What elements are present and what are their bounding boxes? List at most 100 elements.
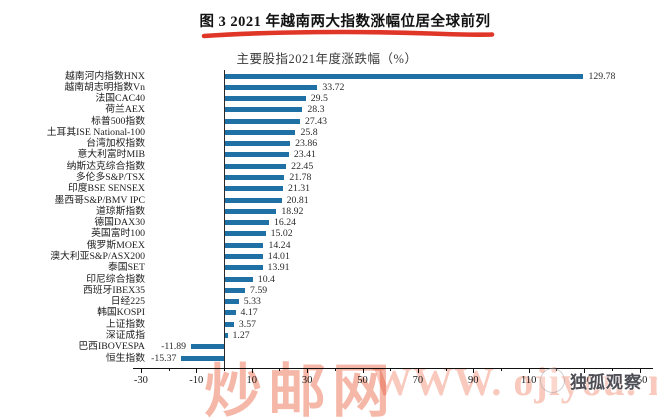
x-axis-major-tick bbox=[140, 368, 142, 373]
value-label: 22.45 bbox=[291, 160, 314, 172]
bar bbox=[224, 84, 318, 90]
x-axis-tick-label: -10 bbox=[189, 375, 204, 386]
value-label: 23.86 bbox=[295, 138, 318, 150]
bar bbox=[224, 186, 284, 192]
category-label: 越南胡志明指数Vn bbox=[64, 81, 145, 93]
category-label: 印尼综合指数 bbox=[86, 273, 145, 285]
bar bbox=[224, 141, 291, 147]
x-axis-tick-label: 90 bbox=[468, 375, 479, 386]
value-label: 16.24 bbox=[273, 217, 297, 229]
x-axis-minor-tick bbox=[224, 368, 225, 371]
value-label: 29.5 bbox=[310, 93, 328, 105]
bar bbox=[224, 129, 296, 135]
category-label: 越南河内指数HNX bbox=[64, 70, 145, 82]
category-label: 土耳其ISE National-100 bbox=[46, 126, 145, 138]
bar bbox=[224, 208, 277, 214]
category-label: 澳大利亚S&P/ASX200 bbox=[50, 250, 145, 262]
bar bbox=[224, 332, 228, 338]
x-axis-tick-label: 130 bbox=[576, 375, 592, 386]
logo-text: 独孤观察 bbox=[570, 373, 642, 392]
bar bbox=[224, 265, 263, 271]
watermark-chinese: 炒邮网 bbox=[204, 359, 397, 419]
x-axis-major-tick bbox=[251, 368, 253, 373]
bar bbox=[224, 73, 584, 79]
value-label: 15.02 bbox=[270, 228, 293, 240]
value-label: 21.78 bbox=[289, 172, 312, 184]
bar bbox=[224, 118, 300, 124]
category-label: 西班牙IBEX35 bbox=[82, 284, 145, 296]
x-axis-tick-label: 110 bbox=[521, 375, 537, 386]
category-label: 台湾加权指数 bbox=[86, 138, 145, 150]
x-axis-tick-label: -30 bbox=[133, 375, 148, 386]
x-axis-major-tick bbox=[307, 368, 309, 373]
x-axis-tick-label: 70 bbox=[412, 375, 424, 386]
x-axis-minor-tick bbox=[334, 368, 336, 371]
value-label: 25.8 bbox=[300, 126, 318, 138]
bar bbox=[224, 299, 239, 305]
x-axis-minor-tick bbox=[168, 368, 170, 371]
value-label: 4.17 bbox=[240, 307, 258, 319]
red-marker-underline bbox=[201, 29, 495, 39]
value-label: 23.41 bbox=[293, 149, 316, 161]
value-label: 7.59 bbox=[250, 284, 268, 296]
category-label: 纳斯达克综合指数 bbox=[66, 160, 145, 172]
bar bbox=[224, 276, 253, 282]
bar bbox=[224, 242, 264, 248]
value-label: 5.33 bbox=[243, 296, 261, 308]
x-axis-major-tick bbox=[639, 368, 641, 373]
figure-title: 图 3 2021 年越南两大指数涨幅位居全球前列 bbox=[199, 14, 491, 30]
category-label: 意大利富时MIB bbox=[77, 149, 146, 161]
bar bbox=[224, 287, 246, 293]
x-axis-tick-label: 30 bbox=[301, 375, 313, 386]
value-label: -15.37 bbox=[151, 352, 177, 364]
value-label: 14.01 bbox=[267, 250, 290, 262]
x-axis-minor-tick bbox=[501, 368, 502, 371]
x-axis-major-tick bbox=[362, 368, 364, 373]
x-axis-major-tick bbox=[196, 368, 198, 373]
value-label: 14.24 bbox=[268, 239, 291, 251]
category-label: 荷兰AEX bbox=[105, 104, 145, 116]
value-label: 20.81 bbox=[286, 194, 309, 206]
category-label: 法国CAC40 bbox=[95, 93, 145, 105]
category-label: 韩国KOSPI bbox=[97, 307, 145, 319]
x-axis-line bbox=[132, 368, 654, 370]
bar bbox=[224, 310, 236, 316]
category-label: 日经225 bbox=[110, 296, 145, 308]
category-label: 道琼斯指数 bbox=[96, 205, 145, 217]
category-label: 巴西IBOVESPA bbox=[78, 341, 145, 353]
bar bbox=[224, 96, 306, 102]
bar bbox=[191, 344, 224, 350]
x-axis-minor-tick bbox=[390, 368, 392, 371]
value-label: 18.92 bbox=[281, 205, 304, 217]
bar bbox=[224, 231, 266, 237]
value-label: 13.91 bbox=[267, 262, 290, 274]
category-label: 恒生指数 bbox=[105, 352, 145, 364]
bar bbox=[224, 163, 287, 169]
category-label: 墨西哥S&P/BMV IPC bbox=[54, 194, 145, 206]
category-label: 德国DAX30 bbox=[94, 217, 145, 229]
category-label: 标普500指数 bbox=[91, 115, 145, 127]
value-label: 27.43 bbox=[304, 115, 328, 127]
category-label: 俄罗斯MOEX bbox=[86, 239, 145, 251]
bar bbox=[224, 107, 303, 113]
value-label: 3.57 bbox=[238, 318, 257, 330]
value-label: -11.89 bbox=[161, 341, 187, 353]
x-axis-tick-label: 150 bbox=[631, 375, 648, 386]
category-label: 印度BSE SENSEX bbox=[67, 183, 145, 195]
category-label: 上证指数 bbox=[105, 318, 145, 330]
x-axis-minor-tick bbox=[445, 368, 447, 371]
publisher-logo: 独孤观察 bbox=[540, 368, 642, 393]
bar bbox=[224, 321, 234, 327]
value-label: 1.27 bbox=[232, 329, 250, 341]
x-axis-major-tick bbox=[473, 368, 475, 373]
x-axis-minor-tick bbox=[279, 368, 281, 371]
bar bbox=[224, 253, 263, 259]
x-axis-major-tick bbox=[417, 368, 419, 373]
bar bbox=[224, 175, 285, 181]
value-label: 129.78 bbox=[588, 70, 616, 82]
bar bbox=[181, 355, 224, 361]
value-label: 28.3 bbox=[307, 104, 325, 116]
logo-circle-icon bbox=[540, 368, 565, 393]
